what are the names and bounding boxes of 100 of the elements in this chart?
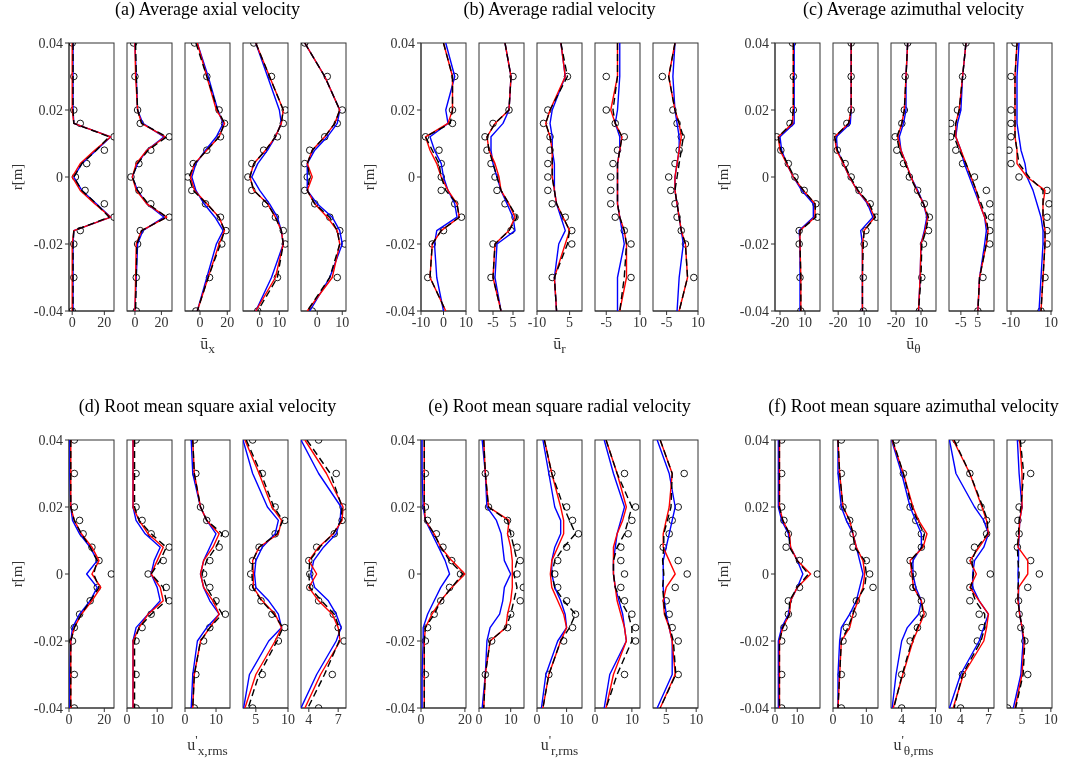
x-tick-label: 5 xyxy=(252,711,260,727)
x-tick-label: 10 xyxy=(1043,711,1058,727)
y-tick-label: -0.04 xyxy=(739,700,769,716)
y-tick-label: 0 xyxy=(56,169,63,185)
x-tick-label: 5 xyxy=(566,314,574,330)
y-tick-label: 0 xyxy=(762,169,769,185)
x-tick-label: 5 xyxy=(1018,711,1026,727)
y-tick-label: 0.02 xyxy=(390,102,415,118)
x-tick-label: 0 xyxy=(181,711,189,727)
chart-title: (a) Average axial velocity xyxy=(113,0,302,20)
y-tick-label: -0.02 xyxy=(385,236,415,252)
x-tick-label: 5 xyxy=(974,314,982,330)
y-tick-label: -0.02 xyxy=(739,236,769,252)
y-axis-title: r[m] xyxy=(715,163,732,191)
y-tick-label: 0.02 xyxy=(38,102,63,118)
x-tick-label: -20 xyxy=(886,314,906,330)
x-tick-label: 10 xyxy=(559,711,574,727)
x-tick-label: 20 xyxy=(457,711,472,727)
y-tick-label: -0.02 xyxy=(33,633,63,649)
x-tick-label: 0 xyxy=(196,314,204,330)
x-tick-label: 4 xyxy=(305,711,313,727)
y-tick-label: -0.04 xyxy=(385,700,415,716)
x-tick-label: 4 xyxy=(898,711,906,727)
chart-title: (f) Root mean square azimuthal velocity xyxy=(767,396,1060,417)
y-tick-label: -0.02 xyxy=(385,633,415,649)
x-tick-label: 7 xyxy=(334,711,342,727)
y-tick-label: 0.04 xyxy=(38,35,63,51)
x-tick-label: -5 xyxy=(600,314,613,330)
y-tick-label: 0 xyxy=(762,566,769,582)
x-tick-label: -5 xyxy=(955,314,967,330)
x-tick-label: 10 xyxy=(1044,314,1058,330)
x-tick-label: 10 xyxy=(633,314,647,330)
x-tick-label: -20 xyxy=(770,314,790,330)
x-tick-label: 0 xyxy=(123,711,131,727)
x-axis-title: ū$_{θ}$ xyxy=(905,335,922,358)
x-tick-label: 10 xyxy=(281,711,295,727)
x-tick-label: 20 xyxy=(154,314,169,330)
x-tick-label: -20 xyxy=(828,314,848,330)
x-tick-label: 5 xyxy=(509,314,517,330)
y-tick-label: -0.04 xyxy=(385,303,415,319)
y-tick-label: -0.04 xyxy=(33,700,63,716)
x-tick-label: 10 xyxy=(914,314,928,330)
x-tick-label: 0 xyxy=(440,314,447,330)
y-tick-label: -0.02 xyxy=(739,633,769,649)
y-tick-label: 0.04 xyxy=(390,432,415,448)
x-tick-label: -5 xyxy=(487,314,499,330)
x-tick-label: 5 xyxy=(662,711,670,727)
x-tick-label: -10 xyxy=(1001,314,1021,330)
y-tick-label: 0.02 xyxy=(744,499,769,515)
x-tick-label: 10 xyxy=(689,711,704,727)
x-tick-label: -10 xyxy=(527,314,547,330)
x-axis-title: ū$_{r}$ xyxy=(552,335,567,358)
x-tick-label: 0 xyxy=(313,314,321,330)
y-tick-label: 0 xyxy=(56,566,63,582)
y-tick-label: 0 xyxy=(408,566,415,582)
x-tick-label: 4 xyxy=(957,711,965,727)
x-tick-label: 0 xyxy=(475,711,483,727)
x-tick-label: 20 xyxy=(97,711,112,727)
x-tick-label: 10 xyxy=(691,314,705,330)
chart-title: (d) Root mean square axial velocity xyxy=(77,396,338,417)
chart-title: (c) Average azimuthal velocity xyxy=(801,0,1026,20)
y-axis-title: r[m] xyxy=(361,163,378,191)
x-tick-label: 0 xyxy=(131,314,139,330)
x-tick-label: 10 xyxy=(459,314,473,330)
y-tick-label: 0.02 xyxy=(744,102,769,118)
x-tick-label: 0 xyxy=(533,711,541,727)
y-tick-label: -0.04 xyxy=(739,303,769,319)
y-axis-title: r[m] xyxy=(9,560,26,588)
x-tick-label: 10 xyxy=(272,314,287,330)
y-tick-label: -0.02 xyxy=(33,236,63,252)
y-tick-label: 0.04 xyxy=(744,35,769,51)
y-tick-label: 0.02 xyxy=(390,499,415,515)
x-tick-label: 0 xyxy=(829,711,837,727)
x-tick-label: 0 xyxy=(591,711,599,727)
x-tick-label: 10 xyxy=(790,711,805,727)
x-tick-label: 10 xyxy=(503,711,518,727)
x-tick-label: 10 xyxy=(798,314,812,330)
y-tick-label: 0.02 xyxy=(38,499,63,515)
y-tick-label: 0.04 xyxy=(390,35,415,51)
x-tick-label: 20 xyxy=(220,314,235,330)
x-tick-label: 0 xyxy=(256,314,264,330)
x-tick-label: 10 xyxy=(209,711,224,727)
x-tick-label: 10 xyxy=(928,711,943,727)
x-tick-label: 10 xyxy=(335,314,350,330)
x-tick-label: 20 xyxy=(97,314,112,330)
y-tick-label: 0.04 xyxy=(744,432,769,448)
y-tick-label: 0.04 xyxy=(38,432,63,448)
x-tick-label: 10 xyxy=(857,314,872,330)
x-tick-label: 10 xyxy=(624,711,639,727)
y-axis-title: r[m] xyxy=(9,163,26,191)
y-axis-title: r[m] xyxy=(715,560,732,588)
x-tick-label: 10 xyxy=(859,711,874,727)
y-tick-label: 0 xyxy=(408,169,415,185)
x-tick-label: 10 xyxy=(150,711,165,727)
x-tick-label: 0 xyxy=(68,314,76,330)
x-axis-title: ū$_{x}$ xyxy=(199,335,216,358)
chart-title: (b) Average radial velocity xyxy=(462,0,657,20)
y-axis-title: r[m] xyxy=(361,560,378,588)
x-tick-label: -5 xyxy=(660,314,673,330)
y-tick-label: -0.04 xyxy=(33,303,63,319)
